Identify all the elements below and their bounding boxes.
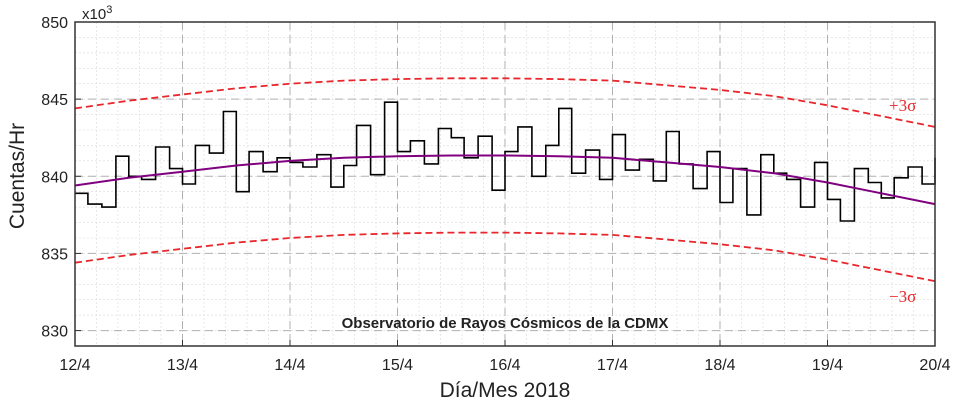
series-upper-band bbox=[74, 77, 936, 128]
data-series bbox=[75, 101, 936, 222]
x-tick-label: 12/4 bbox=[59, 357, 90, 374]
y-multiplier-label: x103 bbox=[82, 4, 112, 23]
y-tick-label: 845 bbox=[41, 92, 68, 109]
series-counts-line bbox=[75, 101, 936, 222]
axis-ticks: 12/4 13/4 14/4 15/4 16/4 17/4 18/4 19/4 20/4 830 8… bbox=[41, 15, 950, 374]
x-tick-label: 19/4 bbox=[812, 357, 843, 374]
x-tick-label: 13/4 bbox=[167, 357, 198, 374]
x-axis-label: Día/Mes 2018 bbox=[440, 379, 571, 402]
plus-3-sigma-label: +3σ bbox=[889, 96, 916, 115]
x-tick-label: 18/4 bbox=[704, 357, 735, 374]
x-tick-label: 15/4 bbox=[382, 357, 413, 374]
x-tick-label: 20/4 bbox=[919, 357, 950, 374]
x-tick-label: 16/4 bbox=[489, 357, 520, 374]
y-axis-label: Cuentas/Hr bbox=[6, 123, 29, 229]
sigma-bands bbox=[74, 77, 936, 283]
y-tick-label: 850 bbox=[41, 15, 68, 32]
minus-3-sigma-label: −3σ bbox=[889, 287, 916, 306]
series-lower-band bbox=[74, 231, 936, 283]
y-tick-label: 840 bbox=[41, 169, 68, 186]
series-fit-line bbox=[74, 154, 936, 206]
chart-title: Observatorio de Rayos Cósmicos de la CDM… bbox=[342, 315, 669, 332]
y-tick-label: 835 bbox=[41, 246, 68, 263]
x-tick-label: 17/4 bbox=[597, 357, 628, 374]
y-tick-label: 830 bbox=[41, 324, 68, 341]
x-tick-label: 14/4 bbox=[274, 357, 305, 374]
fit-series bbox=[74, 154, 936, 206]
